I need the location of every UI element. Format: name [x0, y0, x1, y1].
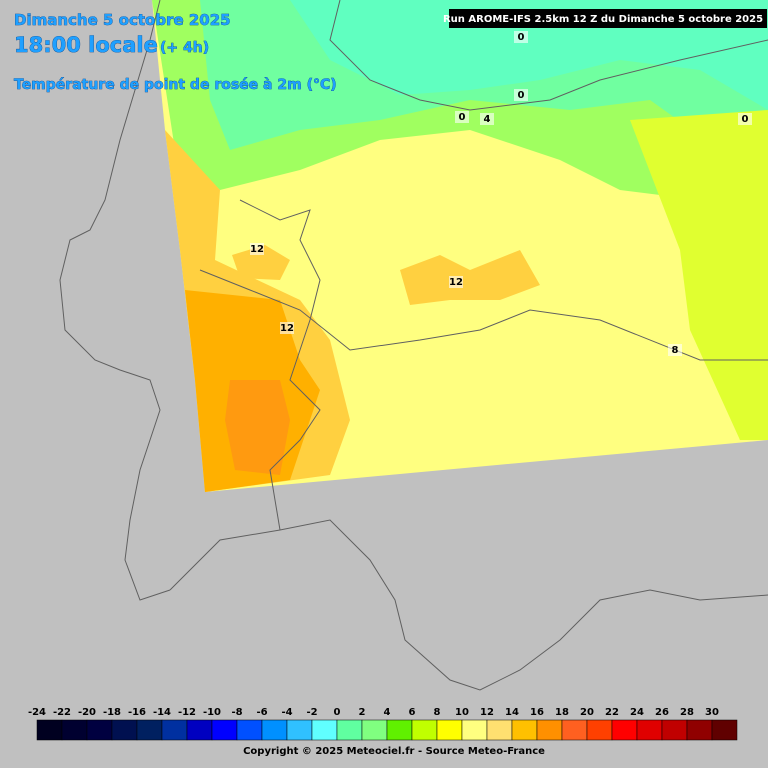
contour-label-bg — [455, 111, 469, 123]
contour-labels: 0 0 0 4 0 12 12 12 8 — [250, 31, 752, 356]
contour-label: 0 — [742, 114, 749, 125]
coastline — [329, 0, 768, 111]
contour-label-bg — [480, 113, 494, 125]
contour-label-bg — [668, 344, 682, 356]
colorbar-label: -4 — [281, 707, 292, 718]
colorbar-cell — [361, 719, 388, 741]
colorbar-cell — [311, 719, 338, 741]
colorbar-label: -14 — [153, 707, 171, 718]
colorbar-cell — [386, 719, 413, 741]
colorbar: -24 -22 -20 -18 -16 -14 -12 -10 -8 -6 -4 -2 0 2 4 6 8 10 1… — [28, 707, 738, 741]
contour-label-bg — [514, 89, 528, 101]
colorbar-cell — [536, 719, 563, 741]
run-info: Run AROME-IFS 2.5km 12 Z du Dimanche 5 o… — [443, 14, 763, 25]
contour-label: 12 — [250, 244, 264, 255]
colorbar-cell — [411, 719, 438, 741]
colorbar-cell — [211, 719, 238, 741]
date: Dimanche 5 octobre 2025 — [14, 11, 231, 29]
coastline — [59, 0, 171, 601]
contour-label-bg — [250, 243, 264, 255]
field-patch — [232, 245, 290, 280]
colorbar-cell — [261, 719, 288, 741]
colorbar-cell — [336, 719, 363, 741]
coastline — [169, 519, 768, 691]
border — [239, 199, 321, 531]
field-patch — [400, 250, 540, 305]
colorbar-cell — [186, 719, 213, 741]
colorbar-label: 4 — [384, 707, 391, 718]
colorbar-cell — [636, 719, 663, 741]
contour-label: 0 — [459, 112, 466, 123]
colorbar-cell — [586, 719, 613, 741]
contour-label: 12 — [449, 277, 463, 288]
time: 18:00 locale — [14, 33, 158, 57]
colorbar-label: 10 — [455, 707, 469, 718]
colorbar-label: -12 — [178, 707, 196, 718]
field-yellow-green — [630, 110, 768, 440]
colorbar-label: -16 — [128, 707, 146, 718]
colorbar-cell — [111, 719, 138, 741]
colorbar-label: 18 — [555, 707, 569, 718]
colorbar-label: 6 — [409, 707, 416, 718]
contour-label-bg — [514, 31, 528, 43]
colorbar-cell — [486, 719, 513, 741]
colorbar-cell — [136, 719, 163, 741]
colorbar-label: -20 — [78, 707, 96, 718]
borders — [59, 0, 768, 691]
colorbar-label: -18 — [103, 707, 121, 718]
parameter: Température de point de rosée à 2m (°C) — [14, 77, 337, 93]
colorbar-label: 22 — [605, 707, 619, 718]
colorbar-label: 24 — [630, 707, 644, 718]
colorbar-cell — [436, 719, 463, 741]
colorbar-label: 2 — [359, 707, 366, 718]
colorbar-cell — [711, 719, 738, 741]
copyright: Copyright © 2025 Meteociel.fr - Source M… — [243, 746, 545, 757]
contour-label: 12 — [280, 323, 294, 334]
colorbar-label: -8 — [231, 707, 242, 718]
contour-label-bg — [449, 276, 463, 288]
region-line — [199, 269, 768, 361]
colorbar-cell — [86, 719, 113, 741]
contour-label: 4 — [484, 114, 491, 125]
contour-label: 8 — [672, 345, 679, 356]
colorbar-label: 8 — [434, 707, 441, 718]
offset: (+ 4h) — [160, 40, 209, 56]
contour-label: 0 — [518, 32, 525, 43]
colorbar-cell — [561, 719, 588, 741]
colorbar-cell — [686, 719, 713, 741]
contour-label-bg — [738, 113, 752, 125]
colorbar-label: 12 — [480, 707, 494, 718]
colorbar-label: -10 — [203, 707, 221, 718]
colorbar-cell — [611, 719, 638, 741]
colorbar-cell — [161, 719, 188, 741]
colorbar-label: 30 — [705, 707, 719, 718]
colorbar-cell — [61, 719, 88, 741]
contour-label-bg — [280, 322, 294, 334]
colorbar-cell — [286, 719, 313, 741]
colorbar-label: 14 — [505, 707, 519, 718]
colorbar-cell — [236, 719, 263, 741]
colorbar-label: -24 — [28, 707, 46, 718]
colorbar-label: 16 — [530, 707, 544, 718]
colorbar-label: -22 — [53, 707, 71, 718]
colorbar-cell — [661, 719, 688, 741]
colorbar-label: 28 — [680, 707, 694, 718]
run-box — [449, 9, 767, 28]
colorbar-label: 20 — [580, 707, 594, 718]
colorbar-label: -2 — [306, 707, 317, 718]
contour-label: 0 — [518, 90, 525, 101]
colorbar-cell — [511, 719, 538, 741]
field-dark-orange — [225, 380, 290, 475]
colorbar-label: 0 — [334, 707, 341, 718]
colorbar-cell — [36, 719, 63, 741]
colorbar-label: 26 — [655, 707, 669, 718]
colorbar-label: -6 — [256, 707, 267, 718]
colorbar-cell — [461, 719, 488, 741]
